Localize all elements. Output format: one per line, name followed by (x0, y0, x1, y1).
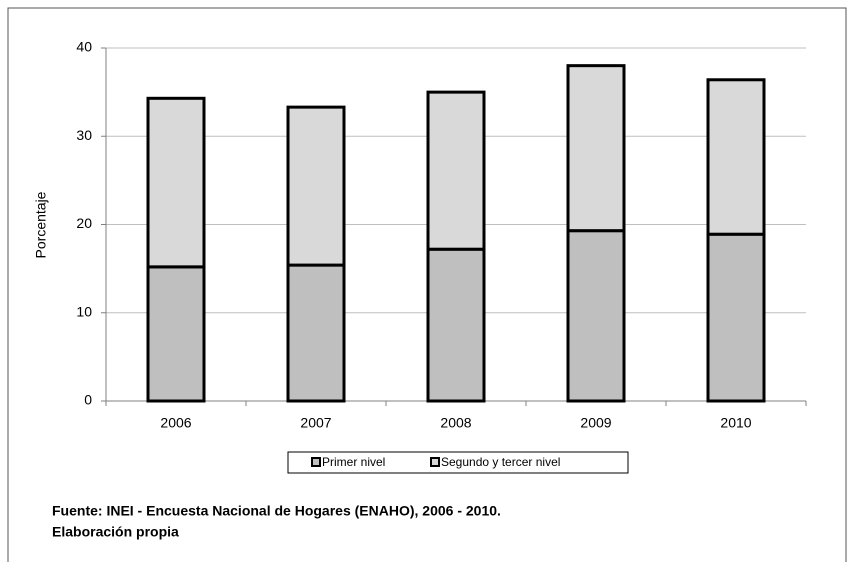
y-tick-label: 10 (76, 303, 92, 319)
bar-segment (566, 64, 626, 233)
bar-segment (146, 96, 206, 269)
legend-swatch (311, 457, 321, 467)
bar-segment (146, 265, 206, 403)
bar-segment (706, 78, 766, 236)
bar-segment (706, 232, 766, 403)
legend-box (287, 451, 629, 474)
bar-segment (286, 263, 346, 403)
y-axis-label: Porcentaje (33, 191, 49, 258)
y-tick-label: 40 (76, 39, 92, 55)
y-tick-label: 30 (76, 127, 92, 143)
x-tick-label: 2010 (720, 415, 751, 431)
y-tick-label: 0 (84, 392, 92, 408)
bar-segment (426, 90, 486, 251)
x-tick-label: 2006 (160, 415, 191, 431)
legend-swatch (430, 457, 440, 467)
source-note: Fuente: INEI - Encuesta Nacional de Hoga… (52, 503, 501, 519)
bar-segment (566, 229, 626, 403)
bar-segment (426, 247, 486, 403)
x-tick-label: 2008 (440, 415, 471, 431)
bar-segment (286, 105, 346, 267)
legend-label: Primer nivel (322, 455, 385, 469)
y-tick-label: 20 (76, 215, 92, 231)
x-tick-label: 2007 (300, 415, 331, 431)
x-tick-label: 2009 (580, 415, 611, 431)
legend-label: Segundo y tercer nivel (441, 455, 560, 469)
credit-note: Elaboración propia (52, 524, 179, 540)
